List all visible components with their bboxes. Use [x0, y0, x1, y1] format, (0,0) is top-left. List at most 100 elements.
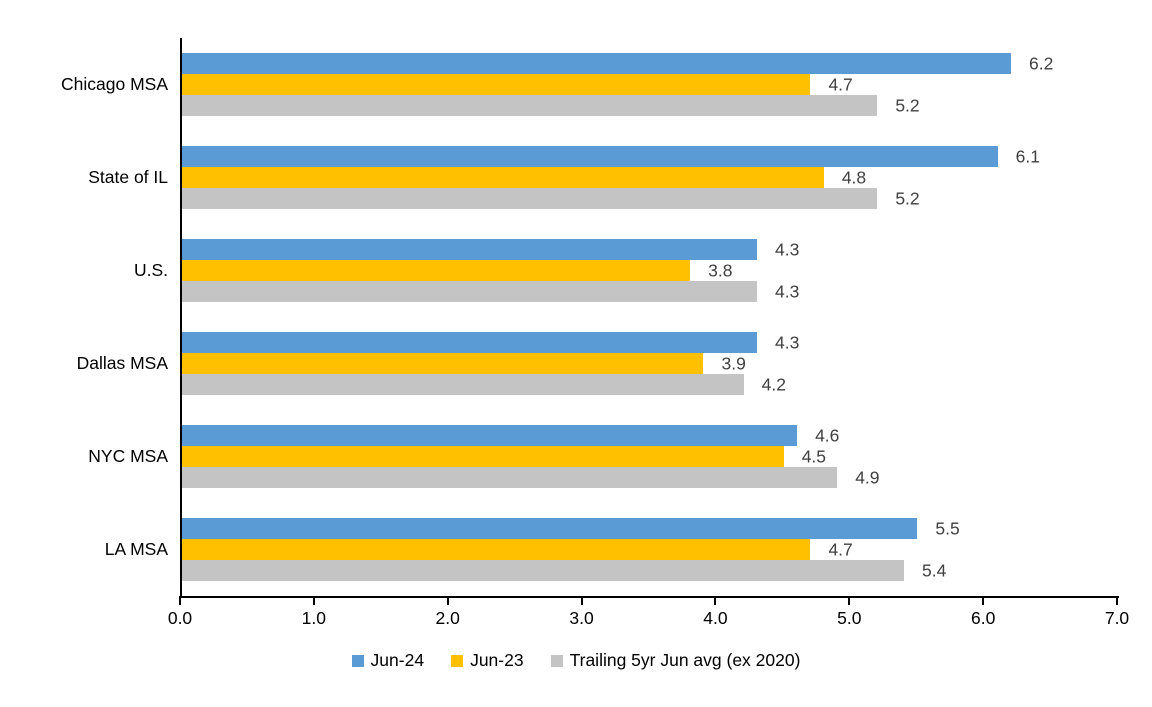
bar-line: 4.8	[182, 167, 1118, 188]
bar-value-label: 6.1	[1015, 146, 1040, 166]
bar	[182, 53, 1012, 74]
bar-value-label: 5.2	[895, 188, 920, 208]
bar-value-label: 4.6	[815, 425, 840, 445]
legend: Jun-24 Jun-23 Trailing 5yr Jun avg (ex 202…	[0, 650, 1152, 671]
bar	[182, 518, 918, 539]
bar-value-label: 5.4	[922, 560, 947, 580]
bar	[182, 188, 878, 209]
x-tick	[179, 598, 181, 605]
chart-row: Dallas MSA 4.3 3.9 4.2	[0, 317, 1118, 410]
bar-value-label: 4.9	[855, 467, 880, 487]
plot-area: Chicago MSA 6.2 4.7 5.2 State of IL 6.1 4.8 5.2…	[0, 38, 1118, 596]
bar-group: 4.3 3.8 4.3	[182, 224, 1118, 317]
category-label: State of IL	[88, 167, 168, 187]
bar	[182, 446, 784, 467]
chart-row: U.S. 4.3 3.8 4.3	[0, 224, 1118, 317]
chart-row: State of IL 6.1 4.8 5.2	[0, 131, 1118, 224]
chart-row: Chicago MSA 6.2 4.7 5.2	[0, 38, 1118, 131]
y-axis-line	[180, 38, 182, 598]
bar-line: 4.3	[182, 332, 1118, 353]
bar	[182, 281, 757, 302]
x-tick	[982, 598, 985, 605]
x-tick-label: 7.0	[1104, 608, 1130, 628]
legend-label: Trailing 5yr Jun avg (ex 2020)	[569, 650, 801, 670]
bar	[182, 74, 811, 95]
bar-group: 6.2 4.7 5.2	[182, 38, 1118, 131]
category-label: U.S.	[133, 260, 168, 280]
x-tick	[580, 598, 583, 605]
bar-line: 5.4	[182, 560, 1118, 581]
x-tick-label: 4.0	[703, 608, 728, 628]
legend-swatch	[451, 654, 464, 667]
legend-label: Jun-23	[470, 650, 524, 670]
x-tick-label: 6.0	[970, 608, 996, 628]
bar-line: 4.9	[182, 467, 1118, 488]
bar	[182, 167, 824, 188]
bar-line: 4.5	[182, 446, 1118, 467]
legend-item: Jun-23	[451, 650, 524, 671]
category-label: Dallas MSA	[76, 353, 168, 373]
bar-value-label: 4.8	[841, 167, 867, 187]
bar	[182, 467, 838, 488]
bar-line: 4.6	[182, 425, 1118, 446]
x-tick	[714, 598, 717, 605]
bar	[182, 560, 905, 581]
bar-line: 4.7	[182, 539, 1118, 560]
legend-swatch	[351, 654, 364, 667]
x-tick-label: 1.0	[301, 608, 327, 628]
bar	[182, 353, 704, 374]
bar-line: 6.1	[182, 146, 1118, 167]
x-tick	[446, 598, 449, 605]
bar-value-label: 4.3	[774, 239, 800, 259]
legend-swatch	[550, 654, 563, 667]
bar-value-label: 5.2	[895, 95, 920, 115]
x-axis-line	[179, 596, 1119, 598]
bar	[182, 239, 757, 260]
bar-value-label: 4.7	[828, 74, 853, 94]
bar-value-label: 4.5	[801, 446, 827, 466]
bar-value-label: 6.2	[1029, 53, 1054, 73]
category-label: LA MSA	[104, 539, 168, 559]
category-label: Chicago MSA	[61, 74, 168, 94]
bar-line: 3.9	[182, 353, 1118, 374]
bar	[182, 95, 878, 116]
bar-value-label: 4.2	[761, 374, 786, 394]
bar-value-label: 5.5	[935, 518, 960, 538]
bar-line: 5.2	[182, 188, 1118, 209]
bar-value-label: 4.7	[828, 539, 853, 559]
bar	[182, 146, 998, 167]
chart-row: LA MSA 5.5 4.7 5.4	[0, 503, 1118, 596]
bar-value-label: 4.3	[774, 281, 800, 301]
legend-item: Trailing 5yr Jun avg (ex 2020)	[550, 650, 801, 671]
bar-line: 5.5	[182, 518, 1118, 539]
x-tick	[1116, 598, 1118, 605]
bar-group: 4.6 4.5 4.9	[182, 410, 1118, 503]
x-tick-label: 0.0	[167, 608, 193, 628]
x-tick-label: 3.0	[569, 608, 594, 628]
legend-item: Jun-24	[351, 650, 425, 671]
bar	[182, 260, 691, 281]
bar-line: 4.2	[182, 374, 1118, 395]
bar-line: 4.7	[182, 74, 1118, 95]
x-tick-label: 2.0	[435, 608, 460, 628]
bar-line: 3.8	[182, 260, 1118, 281]
bar-group: 6.1 4.8 5.2	[182, 131, 1118, 224]
bar-value-label: 4.3	[774, 332, 800, 352]
bar-value-label: 3.8	[708, 260, 733, 280]
bar-line: 4.3	[182, 239, 1118, 260]
bar-value-label: 3.9	[721, 353, 746, 373]
bar	[182, 374, 744, 395]
x-tick	[848, 598, 851, 605]
bar-group: 5.5 4.7 5.4	[182, 503, 1118, 596]
x-tick	[312, 598, 315, 605]
legend-label: Jun-24	[370, 650, 425, 670]
bar	[182, 539, 811, 560]
bar-line: 4.3	[182, 281, 1118, 302]
bar	[182, 425, 798, 446]
chart-row: NYC MSA 4.6 4.5 4.9	[0, 410, 1118, 503]
category-label: NYC MSA	[88, 446, 168, 466]
bar	[182, 332, 757, 353]
bar-line: 5.2	[182, 95, 1118, 116]
bar-group: 4.3 3.9 4.2	[182, 317, 1118, 410]
